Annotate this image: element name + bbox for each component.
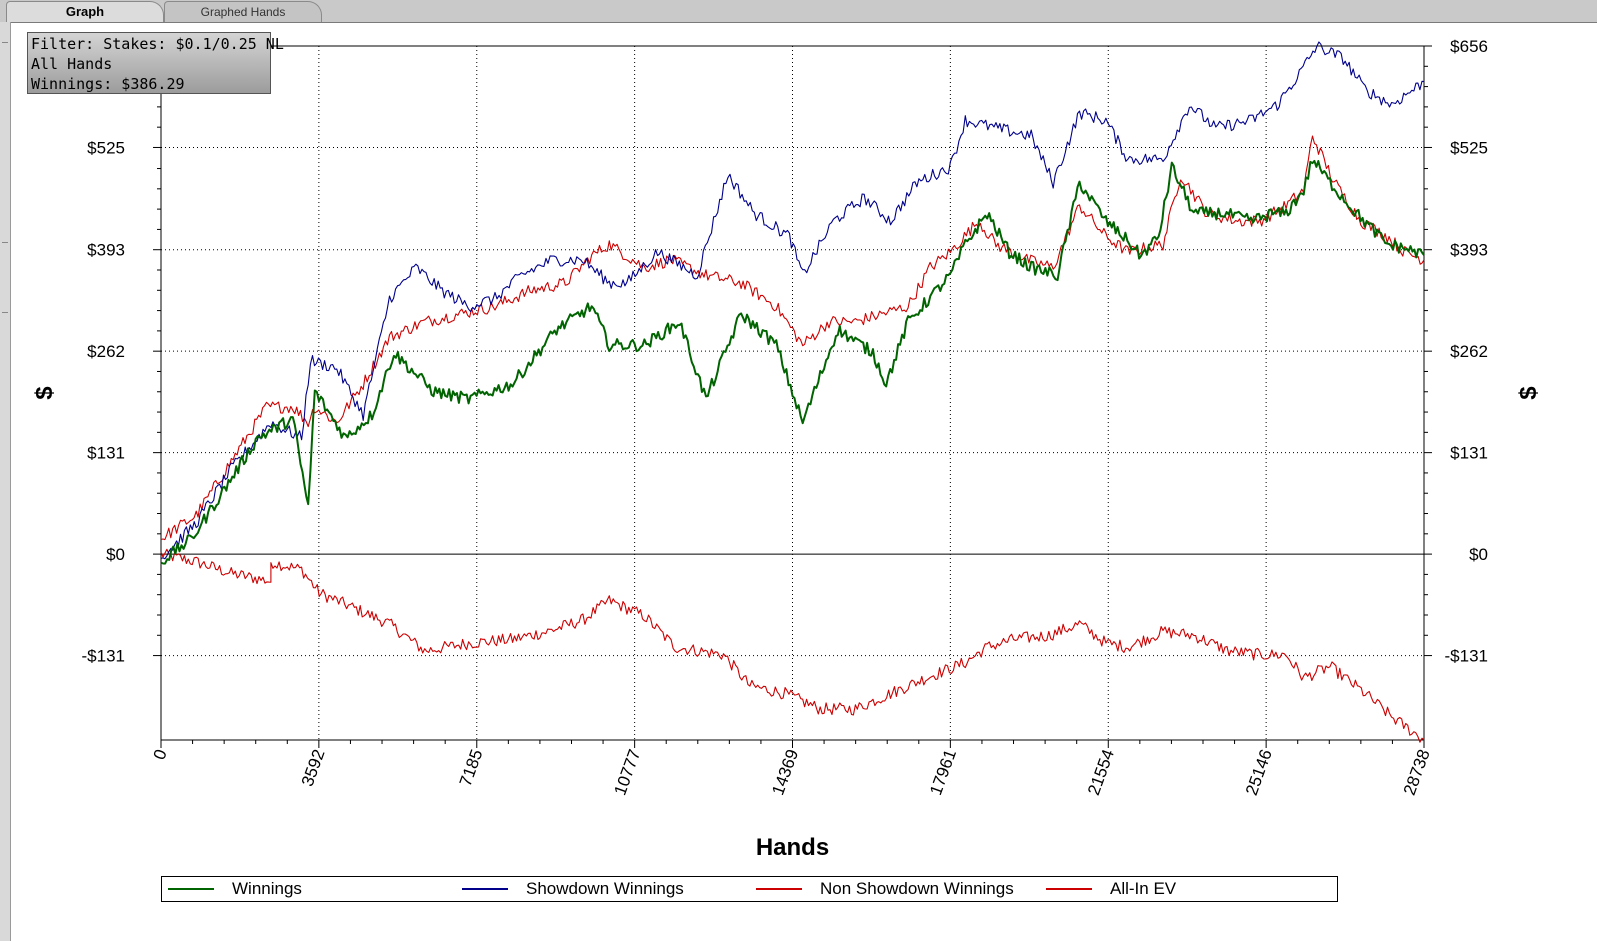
y-tick-label-right: -$131: [1445, 647, 1488, 666]
legend-swatch: [168, 888, 214, 890]
x-tick-label: 28738: [1400, 747, 1434, 798]
y-tick-label-left: -$131: [82, 647, 125, 666]
x-tick-label: 21554: [1084, 747, 1118, 798]
legend-label: Showdown Winnings: [526, 879, 684, 898]
x-axis-title: Hands: [756, 834, 829, 861]
y-tick-label-left: $0: [106, 545, 125, 564]
y-tick-label-right: $0: [1469, 545, 1488, 564]
panel-grip: [2, 312, 8, 313]
x-tick-label: 10777: [610, 747, 644, 798]
x-tick-label: 14369: [768, 747, 802, 798]
y-tick-label-right: $131: [1450, 444, 1488, 463]
y-tick-label-left: $131: [87, 444, 125, 463]
chart-legend: Winnings Showdown Winnings Non Showdown …: [161, 876, 1338, 902]
y-tick-label-right: $393: [1450, 241, 1488, 260]
y-tick-label-left: $393: [87, 241, 125, 260]
legend-label: All-In EV: [1110, 879, 1177, 898]
series-line-non-showdown-winnings: [160, 548, 1425, 743]
y-tick-label-left: $525: [87, 138, 125, 157]
filter-info-box: Filter: Stakes: $0.1/0.25 NL All Hands W…: [27, 32, 284, 94]
filter-hands-text: All Hands: [31, 55, 113, 73]
series-line-winnings: [160, 159, 1425, 565]
legend-label: Non Showdown Winnings: [820, 879, 1014, 898]
legend-swatch: [1046, 888, 1092, 890]
tab-graphed-hands[interactable]: Graphed Hands: [164, 1, 322, 22]
y-tick-label-right: $262: [1450, 342, 1488, 361]
x-tick-label: 0: [150, 747, 171, 762]
y-tick-label-right: $525: [1450, 138, 1488, 157]
panel-grip: [2, 242, 8, 243]
tab-graph[interactable]: Graph: [6, 1, 164, 22]
series-line-showdown-winnings: [160, 41, 1425, 560]
x-tick-label: 7185: [456, 747, 487, 789]
y-axis-title-right: $: [1515, 386, 1542, 400]
legend-label: Winnings: [232, 879, 302, 898]
y-axis-title-left: $: [31, 386, 58, 400]
filter-winnings-text: Winnings: $386.29: [31, 75, 185, 93]
x-tick-label: 25146: [1242, 747, 1276, 798]
x-tick-label: 17961: [926, 747, 960, 798]
series-line-all-in-ev: [160, 135, 1425, 541]
legend-swatch: [756, 888, 802, 890]
tab-bar: Graph Graphed Hands: [0, 0, 1597, 23]
left-panel-edge[interactable]: [0, 22, 11, 941]
filter-stakes-text: Filter: Stakes: $0.1/0.25 NL: [31, 35, 284, 53]
legend-swatch: [462, 888, 508, 890]
y-tick-label-left: $262: [87, 342, 125, 361]
y-tick-label-right: $656: [1450, 37, 1488, 56]
x-tick-label: 3592: [298, 747, 329, 789]
panel-grip: [2, 42, 8, 43]
